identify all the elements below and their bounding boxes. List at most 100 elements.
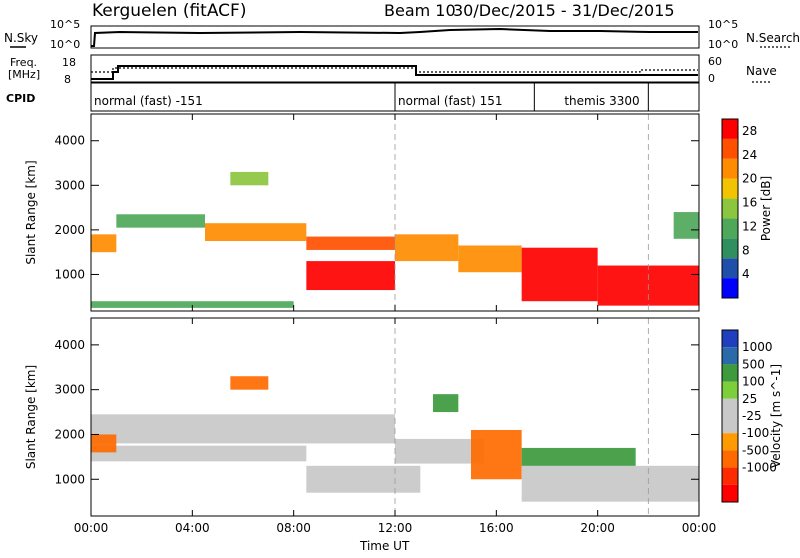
data-band: [230, 171, 269, 186]
colorbar-swatch: [722, 467, 738, 485]
colorbar-tick-label: 8: [742, 243, 750, 257]
data-band: [521, 465, 699, 502]
colorbar-tick-label: 100: [742, 375, 765, 389]
y-tick-label: 4000: [54, 134, 85, 148]
data-band: [116, 214, 205, 228]
colorbar-swatch: [722, 218, 738, 239]
y-tick-label: 2000: [54, 427, 85, 441]
nsky-label: N.Sky: [4, 31, 38, 45]
x-tick-label: 20:00: [580, 521, 615, 535]
colorbar-swatch: [722, 198, 738, 219]
data-band: [91, 434, 117, 453]
x-tick-label: 04:00: [175, 521, 210, 535]
data-band: [521, 247, 598, 302]
colorbar-swatch: [722, 278, 738, 298]
freq-panel: [90, 54, 700, 83]
data-band: [521, 447, 636, 466]
colorbar-swatch: [722, 138, 738, 159]
velocity-panel: 1000 2000 3000 4000 Slant Range [km] 00:00 04:…: [24, 317, 783, 535]
data-band: [230, 376, 269, 390]
cpid-segment-label: themis 3300: [564, 94, 639, 108]
nsearch-label: N.Search: [746, 31, 800, 45]
colorbar-tick-label: -1000: [742, 461, 777, 475]
nsky-panel: [90, 25, 700, 49]
y-axis-title: Slant Range [km]: [24, 365, 38, 469]
y-tick-label: 1000: [54, 267, 85, 281]
freq-trace: [91, 65, 698, 80]
colorbar-tick-label: 16: [742, 196, 757, 210]
y-axis-title: Slant Range [km]: [24, 160, 38, 264]
nsearch-tick-bottom: 10^0: [708, 38, 738, 51]
x-tick-label: 00:00: [682, 521, 717, 535]
nave-tick-top: 60: [708, 55, 722, 68]
freq-label: Freq.: [10, 56, 37, 69]
data-band: [433, 394, 459, 413]
colorbar-swatch: [722, 158, 738, 179]
colorbar-tick-label: -500: [742, 443, 769, 457]
colorbar-title: Velocity [m s^-1]: [769, 364, 783, 468]
nsky-trace: [91, 27, 698, 47]
data-band: [471, 429, 522, 480]
colorbar-swatch: [722, 364, 738, 382]
y-tick-label: 2000: [54, 223, 85, 237]
colorbar-tick-label: -100: [742, 426, 769, 440]
power-panel: 1000 2000 3000 4000 Slant Range [km] 4 8 12 16 20…: [24, 113, 773, 312]
nsky-tick-top: 10^5: [50, 18, 80, 31]
freq-tick-top: 18: [62, 56, 76, 69]
y-tick-label: 3000: [54, 178, 85, 192]
data-band: [91, 234, 117, 253]
colorbar-frame: [721, 329, 739, 503]
cpid-segment-label: normal (fast) 151: [398, 94, 502, 108]
nave-label: Nave: [746, 64, 777, 78]
data-band: [205, 223, 307, 242]
colorbar-swatch: [722, 398, 738, 416]
colorbar-tick-label: 25: [742, 392, 757, 406]
data-band: [91, 301, 294, 308]
data-band: [306, 261, 395, 291]
colorbar-swatch: [722, 330, 738, 348]
data-band: [673, 212, 699, 239]
colorbar-swatch: [722, 433, 738, 451]
freq-tick-bottom: 8: [64, 73, 71, 86]
y-tick-label: 1000: [54, 472, 85, 486]
colorbar-swatch: [722, 119, 738, 139]
y-tick-label: 4000: [54, 338, 85, 352]
cpid-segments: normal (fast) -151 normal (fast) 151 themi…: [94, 83, 649, 111]
data-band: [458, 245, 522, 273]
colorbar-tick-label: 500: [742, 357, 765, 371]
nave-tick-bottom: 0: [708, 72, 715, 85]
colorbar-tick-label: 12: [742, 219, 757, 233]
colorbar-frame: [721, 118, 739, 299]
x-tick-label: 08:00: [276, 521, 311, 535]
colorbar-swatch: [722, 258, 738, 279]
freq-unit: [MHz]: [8, 68, 40, 81]
colorbar-swatch: [722, 450, 738, 468]
colorbar-tick-label: 4: [742, 267, 750, 281]
data-band: [306, 236, 395, 250]
data-band: [306, 465, 421, 493]
cpid-label: CPID: [6, 92, 35, 105]
colorbar-swatch: [722, 484, 738, 502]
colorbar-swatch: [722, 178, 738, 199]
cpid-segment-label: normal (fast) -151: [94, 94, 203, 108]
beam-label: Beam 10: [384, 1, 456, 20]
nsky-tick-bottom: 10^0: [50, 38, 80, 51]
colorbar-title: Power [dB]: [759, 176, 773, 241]
data-band: [91, 445, 307, 462]
colorbar-swatch: [722, 347, 738, 365]
colorbar-tick-label: 24: [742, 148, 757, 162]
station-title: Kerguelen (fitACF): [92, 1, 246, 21]
colorbar-swatch: [722, 416, 738, 434]
colorbar-swatch: [722, 381, 738, 399]
x-axis-title: Time UT: [359, 539, 410, 553]
y-tick-label: 3000: [54, 383, 85, 397]
colorbar-tick-label: -25: [742, 409, 762, 423]
x-tick-label: 16:00: [479, 521, 514, 535]
x-tick-label: 00:00: [74, 521, 109, 535]
colorbar-tick-label: 20: [742, 172, 757, 186]
nsearch-tick-top: 10^5: [708, 18, 738, 31]
data-band: [395, 234, 459, 262]
colorbar-swatch: [722, 238, 738, 259]
